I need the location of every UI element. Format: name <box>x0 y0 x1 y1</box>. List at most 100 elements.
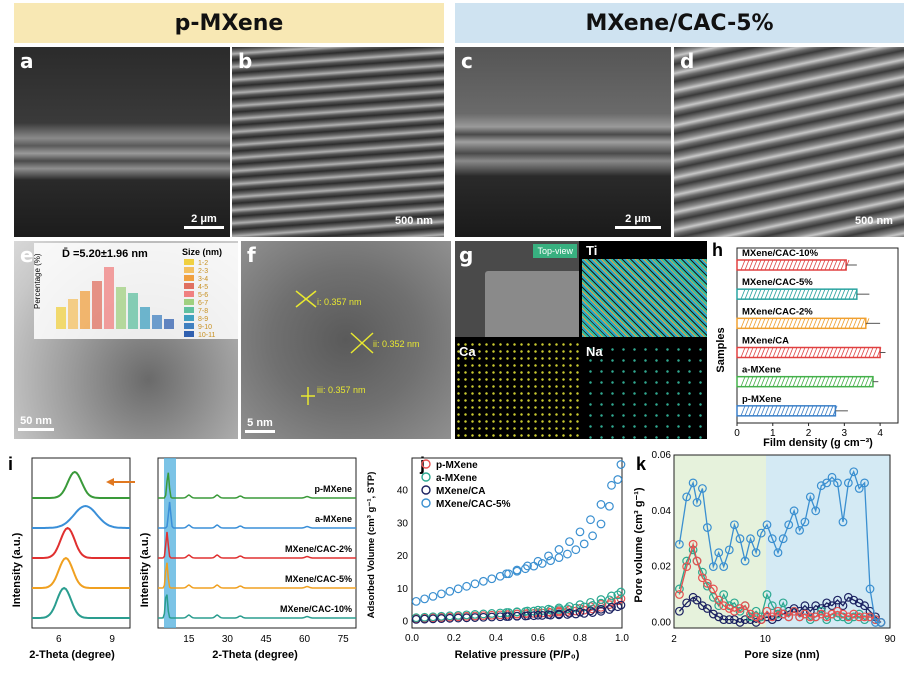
pore-point <box>833 595 842 605</box>
pore-point <box>708 584 718 594</box>
scale-text-f: 5 nm <box>247 417 273 429</box>
bet-point <box>512 611 522 621</box>
legend-swatch <box>184 283 194 289</box>
bet-point <box>579 602 589 612</box>
bet-point <box>453 584 463 594</box>
scale-text-a: 2 μm <box>191 213 217 225</box>
xrd-series-label: MXene/CAC-10% <box>280 604 352 614</box>
bet-xtick: 1.0 <box>615 633 629 644</box>
pore-point <box>730 606 739 616</box>
panel-i: i Intensity (a.u.) Intensity (a.u.) 2-Th… <box>0 450 360 670</box>
pore-point <box>751 606 761 616</box>
bet-point <box>562 604 572 614</box>
pore-point <box>688 539 698 549</box>
pore-point <box>740 601 750 611</box>
xrd-right-xtick: 75 <box>338 634 350 645</box>
pore-point <box>805 615 815 625</box>
pore-point <box>811 612 821 622</box>
bet-point <box>565 537 574 546</box>
xrd-right-line <box>158 562 356 589</box>
bet-point <box>445 586 455 596</box>
bet-point <box>470 609 480 619</box>
bet-point <box>604 605 614 614</box>
h-category-label: MXene/CAC-10% <box>742 248 819 259</box>
bet-point <box>428 614 438 624</box>
bet-point <box>520 564 530 574</box>
bet-point <box>487 610 497 620</box>
bet-point <box>596 604 606 614</box>
map-label-na: Na <box>586 344 603 359</box>
pore-point <box>730 598 739 608</box>
bet-point <box>537 559 547 568</box>
bet-point <box>523 561 532 571</box>
bet-xtick: 0.6 <box>531 633 545 644</box>
pore-point <box>698 601 707 611</box>
pore-ytick: 0.06 <box>652 450 672 461</box>
bet-point <box>571 609 581 619</box>
i-xlabel-left: 2-Theta (degree) <box>29 649 115 661</box>
bet-xtick: 0.8 <box>573 633 587 644</box>
pore-point <box>675 590 684 599</box>
bet-point <box>546 556 556 566</box>
bet-point <box>562 607 572 617</box>
histogram-bar <box>116 287 126 329</box>
h-bar <box>736 259 847 271</box>
xrd-left-xtick: 9 <box>109 634 115 645</box>
pore-point <box>789 604 799 613</box>
xrd-series-label: MXene/CAC-2% <box>285 544 352 554</box>
bet-point <box>470 579 480 589</box>
legend-entry: 7-8 <box>198 308 208 315</box>
pore-point <box>751 618 761 627</box>
h-xtick: 0 <box>734 428 740 439</box>
pore-point <box>698 484 707 493</box>
eds-map-ca <box>455 341 579 439</box>
eds-topview: Top-view <box>455 241 579 337</box>
pore-point <box>778 609 788 619</box>
h-xtick: 3 <box>842 428 848 439</box>
pore-point <box>708 562 718 572</box>
bet-point <box>596 595 606 604</box>
histogram-bar <box>68 299 78 329</box>
pore-point <box>805 612 815 622</box>
pore-point <box>708 609 718 619</box>
pore-point <box>719 562 729 572</box>
scale-bar-f: 5 nm <box>245 417 275 433</box>
legend-swatch <box>184 275 194 281</box>
bet-point <box>544 610 553 620</box>
panel-label-b: b <box>238 49 253 73</box>
pore-ytick: 0.02 <box>652 562 672 573</box>
pore-point <box>811 601 821 611</box>
pore-point <box>833 478 842 488</box>
bet-point <box>523 611 532 621</box>
pore-point <box>838 517 848 527</box>
pore-point <box>811 506 821 516</box>
histogram-legend-title: Size (nm) <box>182 247 222 257</box>
scale-text-b: 500 nm <box>395 215 433 227</box>
bet-point <box>487 612 497 622</box>
pore-point <box>822 612 832 622</box>
pore-point <box>795 606 805 616</box>
pore-point <box>751 612 761 622</box>
pore-point <box>746 609 755 619</box>
scale-bar-a: 2 μm <box>184 213 224 229</box>
pore-point <box>692 498 702 507</box>
pore-point <box>735 604 745 613</box>
h-xtick: 1 <box>770 428 776 439</box>
legend-entry: 4-5 <box>198 284 208 291</box>
bet-point <box>495 612 505 622</box>
pore-point <box>784 520 794 530</box>
panel-label-k: k <box>636 454 647 474</box>
topview-badge: Top-view <box>533 244 577 258</box>
pore-point <box>860 615 869 625</box>
histogram-bar <box>128 293 138 329</box>
pore-point <box>714 612 724 622</box>
histogram-bar <box>80 291 90 329</box>
pore-point <box>833 606 842 616</box>
pore-point <box>854 598 864 608</box>
bet-point <box>562 549 572 559</box>
eds-map-ti <box>582 241 707 337</box>
xrd-right-line <box>158 472 356 499</box>
bet-point <box>544 604 553 614</box>
pore-point <box>767 534 777 544</box>
legend-swatch <box>184 331 194 337</box>
